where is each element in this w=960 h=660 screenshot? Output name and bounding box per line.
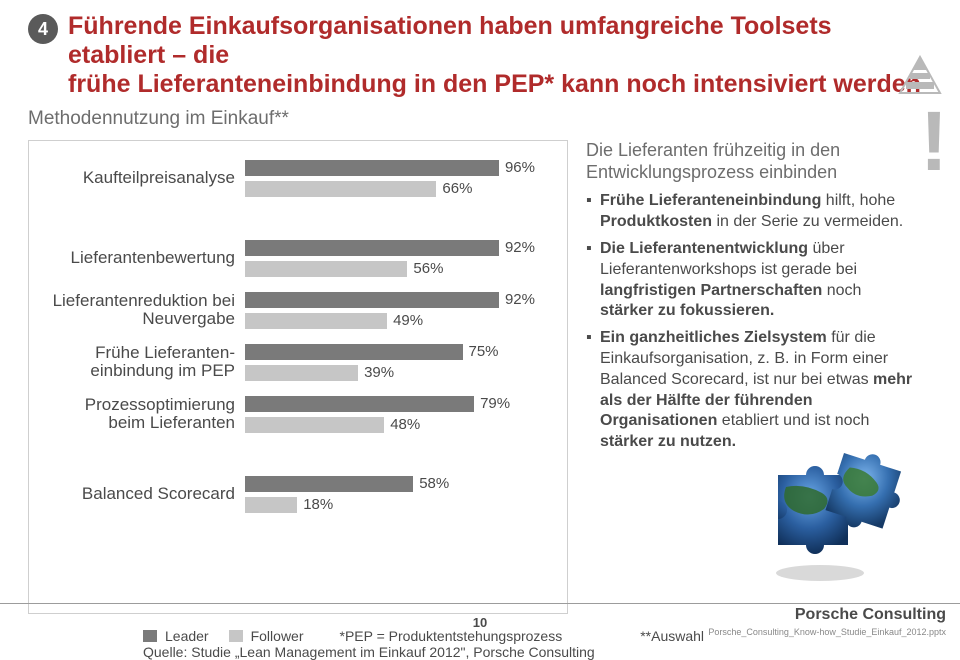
callout-title: Die Lieferanten frühzeitig in den Entwic… [586,140,916,183]
pyramid-icon [898,55,942,99]
chart-row-bars: 58% 18% [245,475,535,513]
chart-row: Balanced Scorecard 58% 18% [45,475,551,513]
leader-bar-value: 92% [505,239,535,256]
subtitle: Methodennutzung im Einkauf** [28,108,932,130]
puzzle-globe-icon [758,445,918,595]
follower-bar-value: 66% [442,180,472,197]
leader-bar [245,160,499,176]
leader-bar-value: 75% [469,343,499,360]
bar-wrap: 18% [245,496,535,513]
chart-row-gap [45,211,551,225]
chart-row-label: Frühe Lieferanten-einbindung im PEP [45,344,235,381]
bar-wrap: 79% [245,395,535,412]
footer: 10 Porsche Consulting Porsche_Consulting… [0,603,960,638]
source-line: Quelle: Studie „Lean Management im Einka… [143,644,932,660]
follower-bar-value: 56% [413,260,443,277]
follower-bar [245,365,358,381]
page-title: Führende Einkaufsorganisationen haben um… [68,12,932,98]
footer-brand: Porsche Consulting [795,606,946,623]
bar-wrap: 75% [245,343,535,360]
follower-bar-value: 48% [390,416,420,433]
follower-bar-value: 18% [303,496,333,513]
follower-bar [245,313,387,329]
title-line-2: frühe Lieferanteneinbindung in den PEP* … [68,70,921,98]
leader-bar [245,344,463,360]
page-number: 10 [473,615,487,630]
follower-bar-value: 39% [364,364,394,381]
leader-bar-value: 58% [419,475,449,492]
follower-bar [245,417,384,433]
chart-row: Lieferantenbewertung 92% 56% [45,239,551,277]
bar-wrap: 58% [245,475,535,492]
callout-bullet: Die Lieferantenentwicklung über Lieferan… [586,239,916,322]
chart-row-label: Lieferantenreduktion bei Neuvergabe [45,292,235,329]
chart-row-label: Balanced Scorecard [45,485,235,504]
title-line-1: Führende Einkaufsorganisationen haben um… [68,12,832,69]
leader-bar [245,240,499,256]
bar-wrap: 48% [245,416,535,433]
chart-row-label: Lieferantenbewertung [45,249,235,268]
chart-row: Kaufteilpreisanalyse 96% 66% [45,159,551,197]
leader-bar [245,476,413,492]
bar-wrap: 92% [245,291,535,308]
bar-wrap: 96% [245,159,535,176]
leader-bar [245,292,499,308]
bar-wrap: 56% [245,260,535,277]
bar-chart: Kaufteilpreisanalyse 96% 66% Lieferantenbew… [28,140,568,614]
chart-row-bars: 92% 56% [245,239,535,277]
callout-bullet: Frühe Lieferanteneinbindung hilft, hohe … [586,191,916,233]
leader-bar-value: 92% [505,291,535,308]
chart-row-bars: 79% 48% [245,395,535,433]
bar-wrap: 66% [245,180,535,197]
leader-bar-value: 79% [480,395,510,412]
bar-wrap: 39% [245,364,535,381]
chart-row-gap [45,447,551,461]
follower-bar [245,497,297,513]
bar-wrap: 49% [245,312,535,329]
chart-row-bars: 96% 66% [245,159,535,197]
chart-row: Lieferantenreduktion bei Neuvergabe 92% 49… [45,291,551,329]
chart-row: Prozessoptimierung beim Lieferanten 79% 48… [45,395,551,433]
chart-row: Frühe Lieferanten-einbindung im PEP 75% 39… [45,343,551,381]
chart-row-bars: 92% 49% [245,291,535,329]
chart-row-label: Kaufteilpreisanalyse [45,169,235,188]
section-number-badge: 4 [28,14,58,44]
follower-bar-value: 49% [393,312,423,329]
leader-bar [245,396,474,412]
leader-bar-value: 96% [505,159,535,176]
follower-bar [245,261,407,277]
callout-list: Frühe Lieferanteneinbindung hilft, hohe … [586,191,916,453]
chart-row-bars: 75% 39% [245,343,535,381]
follower-bar [245,181,436,197]
bar-wrap: 92% [245,239,535,256]
footer-filename: Porsche_Consulting_Know-how_Studie_Einka… [708,627,946,637]
chart-row-label: Prozessoptimierung beim Lieferanten [45,396,235,433]
callout-bullet: Ein ganzheitliches Zielsystem für die Ei… [586,328,916,453]
